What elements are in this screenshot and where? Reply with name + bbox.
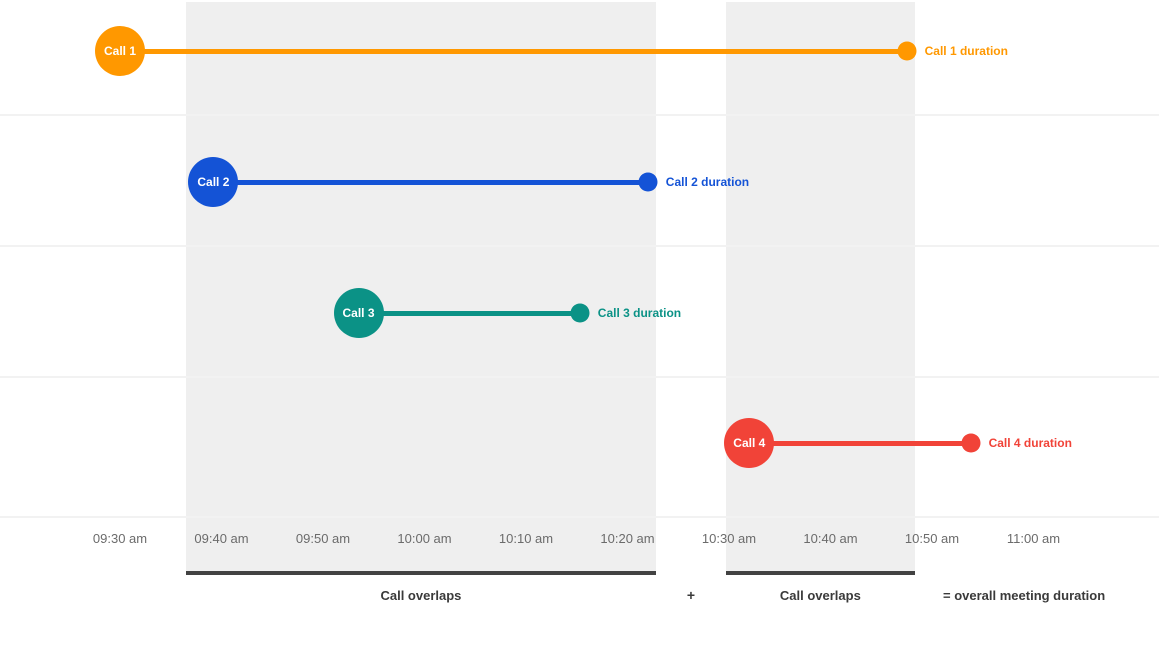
- call-2-start-bubble: Call 2: [188, 157, 239, 207]
- call-3-duration-label: Call 3 duration: [597, 306, 682, 320]
- call-4-duration-label: Call 4 duration: [988, 436, 1072, 450]
- plus-sign: +: [686, 587, 696, 603]
- call-4-line: [749, 440, 971, 446]
- call-1-start-bubble: Call 1: [95, 26, 145, 76]
- call-4-end-dot: [961, 433, 981, 453]
- call-2-line: [213, 179, 648, 185]
- x-tick-10-40-am: 10:40 am: [803, 531, 858, 546]
- call-3-start-bubble: Call 3: [333, 288, 384, 338]
- call-3-end-dot: [570, 303, 590, 323]
- overlap-region-bar-1: [185, 571, 656, 575]
- gridline-3: [0, 516, 1159, 518]
- call-4-start-bubble: Call 4: [724, 418, 775, 468]
- overlap-region-1: [185, 2, 656, 571]
- overlap-region-2: [725, 2, 915, 571]
- gridline-0: [0, 114, 1159, 116]
- overlap-region-bar-2: [725, 571, 915, 575]
- x-tick-10-00-am: 10:00 am: [397, 531, 452, 546]
- x-tick-09-30-am: 09:30 am: [92, 531, 148, 546]
- x-tick-09-40-am: 09:40 am: [194, 531, 249, 546]
- x-tick-11-00-am: 11:00 am: [1006, 531, 1061, 546]
- x-tick-09-50-am: 09:50 am: [295, 531, 351, 546]
- call-1-line: [120, 48, 907, 54]
- gridline-1: [0, 245, 1159, 247]
- x-tick-10-50-am: 10:50 am: [904, 531, 960, 546]
- call-1-end-dot: [897, 41, 917, 61]
- call-overlaps-caption-2: Call overlaps: [779, 588, 861, 603]
- call-1-duration-label: Call 1 duration: [924, 44, 1008, 58]
- call-2-duration-label: Call 2 duration: [665, 175, 750, 189]
- x-tick-10-20-am: 10:20 am: [600, 531, 655, 546]
- x-tick-10-30-am: 10:30 am: [701, 531, 757, 546]
- overall-meeting-duration-label: = overall meeting duration: [943, 588, 1106, 603]
- call-2-end-dot: [638, 172, 658, 192]
- call-overlaps-caption-1: Call overlaps: [380, 588, 462, 603]
- call-3-line: [358, 310, 580, 316]
- gridline-2: [0, 376, 1159, 378]
- x-tick-10-10-am: 10:10 am: [498, 531, 554, 546]
